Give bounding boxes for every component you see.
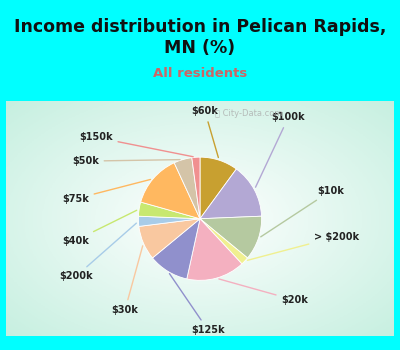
Text: $60k: $60k xyxy=(192,106,218,158)
Wedge shape xyxy=(141,163,200,219)
Text: $40k: $40k xyxy=(62,210,137,246)
Text: $75k: $75k xyxy=(62,180,150,204)
Text: $100k: $100k xyxy=(256,112,305,187)
Text: $50k: $50k xyxy=(72,156,180,166)
Wedge shape xyxy=(200,219,248,264)
Text: $125k: $125k xyxy=(170,274,225,335)
Text: Income distribution in Pelican Rapids,
MN (%): Income distribution in Pelican Rapids, M… xyxy=(14,18,386,57)
Wedge shape xyxy=(152,219,200,279)
Wedge shape xyxy=(139,219,200,258)
Text: All residents: All residents xyxy=(153,67,247,80)
Text: $10k: $10k xyxy=(261,186,344,237)
Wedge shape xyxy=(138,216,200,226)
Wedge shape xyxy=(200,216,262,258)
Text: ⓘ City-Data.com: ⓘ City-Data.com xyxy=(215,108,282,118)
Wedge shape xyxy=(200,157,236,219)
Text: $20k: $20k xyxy=(219,279,308,305)
Text: $150k: $150k xyxy=(79,132,193,157)
Wedge shape xyxy=(192,157,200,219)
Wedge shape xyxy=(187,219,242,280)
Text: $30k: $30k xyxy=(112,246,143,315)
Text: $200k: $200k xyxy=(59,223,136,281)
Wedge shape xyxy=(200,169,262,219)
Wedge shape xyxy=(174,158,200,219)
Wedge shape xyxy=(138,202,200,219)
Text: > $200k: > $200k xyxy=(248,232,359,260)
